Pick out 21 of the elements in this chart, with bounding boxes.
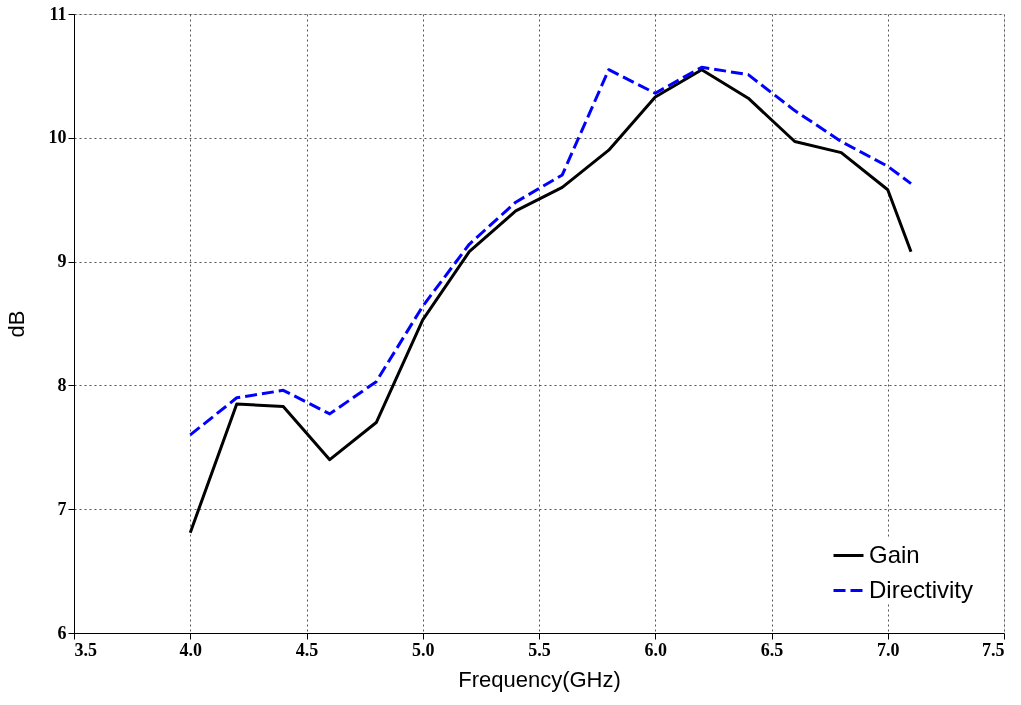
y-tick-label: 9 <box>57 251 67 272</box>
legend-label: Directivity <box>869 575 974 603</box>
x-tick-label: 6.0 <box>644 639 667 660</box>
line-series <box>188 68 913 535</box>
x-tick-label: 7.0 <box>877 639 900 660</box>
x-axis-title: Frequency(GHz) <box>458 666 621 692</box>
y-tick-label: 7 <box>57 498 67 519</box>
x-tick-label: 5.5 <box>528 639 551 660</box>
y-tick-label: 8 <box>57 374 67 395</box>
x-tick-label: 4.0 <box>179 639 202 660</box>
legend-label: Gain <box>869 540 920 568</box>
x-tick-label: 7.5 <box>982 639 1005 660</box>
x-tick-label: 6.5 <box>760 639 784 660</box>
y-tick-label: 10 <box>48 127 67 148</box>
x-tick-label: 5.0 <box>412 639 435 660</box>
line-series <box>188 65 913 437</box>
x-tick-label: 4.5 <box>295 639 319 660</box>
y-tick-label: 6 <box>57 622 67 643</box>
x-tick-label: 3.5 <box>74 639 97 660</box>
y-tick-label: 11 <box>49 3 67 24</box>
y-axis-title: dB <box>3 310 29 338</box>
